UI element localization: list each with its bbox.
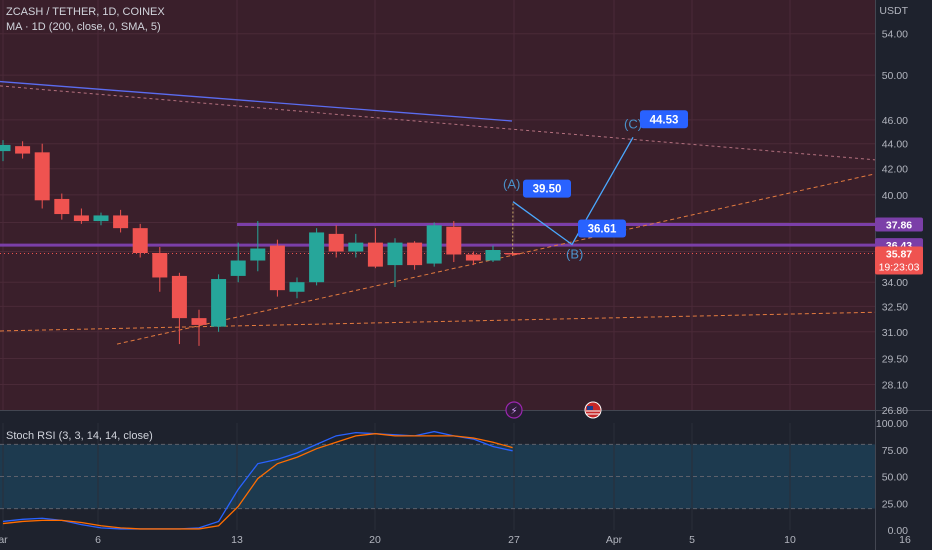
wave-label-c: (C) [624, 116, 642, 131]
price-tick-label: 40.00 [882, 190, 908, 202]
price-tick-label: 42.00 [882, 164, 908, 176]
price-tick-label: 32.50 [882, 301, 908, 313]
flag-canton [587, 406, 593, 410]
target-b-text: 36.61 [588, 223, 617, 235]
price-tick-label: 44.00 [882, 139, 908, 151]
lower-trendline[interactable] [0, 311, 876, 332]
time-tick-label: 10 [784, 534, 796, 546]
stoch-rsi-tick-label: 25.00 [882, 498, 908, 510]
candle-body[interactable] [73, 215, 89, 222]
target-b-box[interactable] [578, 219, 626, 238]
candle-body[interactable] [132, 228, 148, 253]
level-label-high-box [875, 217, 923, 232]
time-tick-label: 16 [899, 534, 911, 546]
price-tick-label: 28.10 [882, 380, 908, 392]
candle-body[interactable] [113, 215, 129, 229]
time-tick-label: 27 [508, 534, 520, 546]
price-tick-label: 29.50 [882, 353, 908, 365]
time-tick-label: 20 [369, 534, 381, 546]
candle-body[interactable] [348, 242, 364, 252]
price-tick-label: 50.00 [882, 70, 908, 82]
stoch-rsi-tick-label: 0.00 [888, 525, 909, 537]
candle-body[interactable] [93, 215, 109, 222]
candle-body[interactable] [426, 225, 442, 264]
target-a-text: 39.50 [533, 184, 562, 196]
wave-label-a: (A) [503, 177, 520, 192]
candle-body[interactable] [446, 226, 462, 255]
stoch-rsi-tick-label: 50.00 [882, 472, 908, 484]
candle-body[interactable] [15, 146, 31, 154]
candle-body[interactable] [152, 252, 168, 278]
time-tick-label: 6 [95, 534, 101, 546]
price-tick-label: 46.00 [882, 115, 908, 127]
candle-body[interactable] [407, 242, 423, 266]
candle-body[interactable] [171, 275, 187, 319]
stoch-rsi-k-line [2, 430, 513, 530]
time-tick-label: 5 [689, 534, 695, 546]
candle-body[interactable] [465, 254, 481, 261]
candle-body[interactable] [387, 242, 403, 266]
last-price-label-box [875, 246, 923, 275]
upper-dashed-trendline [0, 85, 876, 161]
candle-body[interactable] [191, 318, 207, 325]
stoch-rsi-tick-label: 100.00 [876, 418, 908, 430]
currency-label: USDT [879, 5, 908, 17]
candle-body[interactable] [54, 198, 70, 215]
price-tick-label: 34.00 [882, 277, 908, 289]
candle-body[interactable] [309, 232, 325, 283]
projection-path[interactable] [512, 136, 634, 246]
countdown-text: 19:23:03 [879, 261, 920, 273]
candle-body[interactable] [0, 144, 11, 152]
candle-body[interactable] [211, 279, 227, 327]
ma-line [0, 80, 513, 122]
candle-body[interactable] [230, 260, 246, 276]
price-pane[interactable] [0, 0, 875, 410]
time-tick-label: Apr [606, 534, 623, 546]
candle-body[interactable] [505, 252, 521, 255]
price-tick-label: 26.80 [882, 405, 908, 417]
target-a-box[interactable] [523, 179, 571, 198]
candle-body[interactable] [269, 245, 285, 291]
candle-body[interactable] [250, 248, 266, 261]
candle-body[interactable] [34, 152, 50, 201]
candle-body[interactable] [289, 282, 305, 292]
candle-body[interactable] [367, 242, 383, 267]
target-c-box[interactable] [640, 110, 688, 129]
lightning-icon[interactable] [505, 401, 523, 419]
time-tick-label: ar [0, 534, 8, 546]
stoch-rsi-d-line [2, 433, 513, 530]
stoch-rsi-tick-label: 75.00 [882, 445, 908, 457]
price-tick-label: 54.00 [882, 29, 908, 41]
last-price-text: 35.87 [886, 248, 912, 260]
time-tick-label: 13 [231, 534, 243, 546]
candle-body[interactable] [485, 250, 501, 261]
candle-body[interactable] [328, 233, 344, 252]
price-tick-label: 31.00 [882, 327, 908, 339]
wave-label-b: (B) [566, 246, 583, 261]
level-label-high-text: 37.86 [886, 219, 912, 231]
target-c-text: 44.53 [650, 114, 679, 126]
lightning-glyph: ⚡ [510, 406, 517, 417]
